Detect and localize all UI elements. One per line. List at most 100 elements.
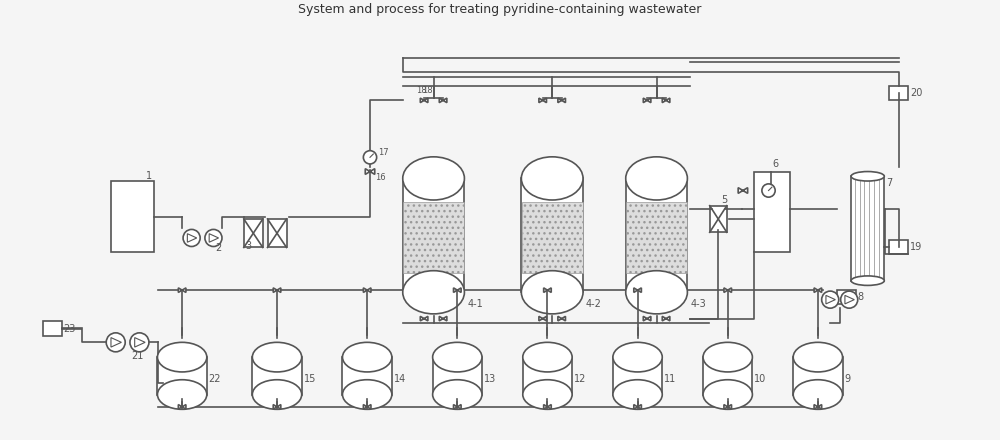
- Polygon shape: [814, 288, 822, 293]
- Bar: [522, 202, 583, 273]
- Text: 4-1: 4-1: [467, 299, 483, 309]
- FancyBboxPatch shape: [43, 322, 62, 336]
- Circle shape: [822, 291, 839, 308]
- Polygon shape: [826, 295, 835, 304]
- Ellipse shape: [342, 342, 392, 372]
- FancyBboxPatch shape: [111, 181, 154, 252]
- Text: 19: 19: [910, 242, 922, 252]
- Ellipse shape: [703, 342, 752, 372]
- Polygon shape: [539, 98, 546, 103]
- Ellipse shape: [523, 380, 572, 409]
- Text: 22: 22: [209, 374, 221, 384]
- Circle shape: [130, 333, 149, 352]
- Text: 15: 15: [304, 374, 316, 384]
- Polygon shape: [178, 288, 186, 293]
- Text: 13: 13: [484, 374, 496, 384]
- Ellipse shape: [626, 271, 687, 314]
- Text: 7: 7: [886, 178, 892, 188]
- Polygon shape: [363, 288, 371, 293]
- Polygon shape: [544, 405, 551, 409]
- Polygon shape: [662, 98, 670, 103]
- Ellipse shape: [613, 342, 662, 372]
- Polygon shape: [273, 288, 281, 293]
- Ellipse shape: [252, 342, 302, 372]
- Polygon shape: [634, 405, 641, 409]
- Polygon shape: [558, 98, 565, 103]
- Text: 3: 3: [246, 242, 252, 251]
- Bar: [521, 178, 583, 292]
- Polygon shape: [273, 405, 281, 409]
- Bar: [626, 178, 687, 292]
- Ellipse shape: [626, 157, 687, 200]
- Circle shape: [106, 333, 125, 352]
- Ellipse shape: [403, 157, 464, 200]
- Text: 18: 18: [422, 86, 433, 95]
- Polygon shape: [643, 98, 651, 103]
- Text: 2: 2: [215, 243, 222, 253]
- Bar: [523, 357, 572, 395]
- Text: 18: 18: [416, 86, 427, 95]
- Polygon shape: [209, 234, 219, 242]
- Text: 12: 12: [574, 374, 586, 384]
- Ellipse shape: [703, 380, 752, 409]
- FancyBboxPatch shape: [268, 219, 287, 247]
- Text: 17: 17: [379, 148, 389, 158]
- Polygon shape: [365, 169, 375, 174]
- Bar: [626, 202, 687, 273]
- Circle shape: [762, 184, 775, 197]
- Polygon shape: [454, 405, 461, 409]
- Bar: [613, 357, 662, 395]
- Ellipse shape: [403, 271, 464, 314]
- Polygon shape: [363, 405, 371, 409]
- Text: 4-3: 4-3: [690, 299, 706, 309]
- Bar: [433, 357, 482, 395]
- Ellipse shape: [157, 342, 207, 372]
- FancyBboxPatch shape: [889, 86, 908, 100]
- Polygon shape: [814, 405, 822, 409]
- Bar: [342, 357, 392, 395]
- Text: 14: 14: [394, 374, 406, 384]
- Ellipse shape: [521, 271, 583, 314]
- Circle shape: [183, 229, 200, 246]
- Polygon shape: [420, 98, 428, 103]
- Polygon shape: [187, 234, 197, 242]
- Text: 4-2: 4-2: [586, 299, 602, 309]
- Polygon shape: [558, 316, 565, 321]
- Polygon shape: [544, 288, 551, 293]
- Ellipse shape: [342, 380, 392, 409]
- Polygon shape: [439, 98, 447, 103]
- Ellipse shape: [157, 380, 207, 409]
- Text: 5: 5: [721, 195, 727, 205]
- Bar: [157, 357, 207, 395]
- Ellipse shape: [793, 380, 843, 409]
- Polygon shape: [845, 295, 854, 304]
- Text: 11: 11: [664, 374, 676, 384]
- Polygon shape: [135, 337, 145, 347]
- Text: 8: 8: [858, 292, 864, 302]
- FancyBboxPatch shape: [710, 205, 727, 232]
- Polygon shape: [439, 316, 447, 321]
- Bar: [252, 357, 302, 395]
- Circle shape: [205, 229, 222, 246]
- Polygon shape: [643, 316, 651, 321]
- Bar: [403, 202, 464, 273]
- Bar: [793, 357, 843, 395]
- Text: 10: 10: [754, 374, 767, 384]
- FancyBboxPatch shape: [851, 176, 884, 281]
- Polygon shape: [178, 405, 186, 409]
- Polygon shape: [738, 188, 748, 193]
- Circle shape: [363, 150, 377, 164]
- Ellipse shape: [793, 342, 843, 372]
- Text: 9: 9: [844, 374, 851, 384]
- FancyBboxPatch shape: [244, 219, 263, 247]
- FancyBboxPatch shape: [837, 290, 856, 304]
- Text: 6: 6: [772, 159, 778, 169]
- Text: 23: 23: [64, 323, 76, 334]
- Polygon shape: [454, 288, 461, 293]
- Polygon shape: [539, 316, 546, 321]
- Text: 16: 16: [375, 173, 385, 182]
- Ellipse shape: [523, 342, 572, 372]
- Bar: [703, 357, 752, 395]
- Bar: [403, 178, 464, 292]
- Ellipse shape: [433, 342, 482, 372]
